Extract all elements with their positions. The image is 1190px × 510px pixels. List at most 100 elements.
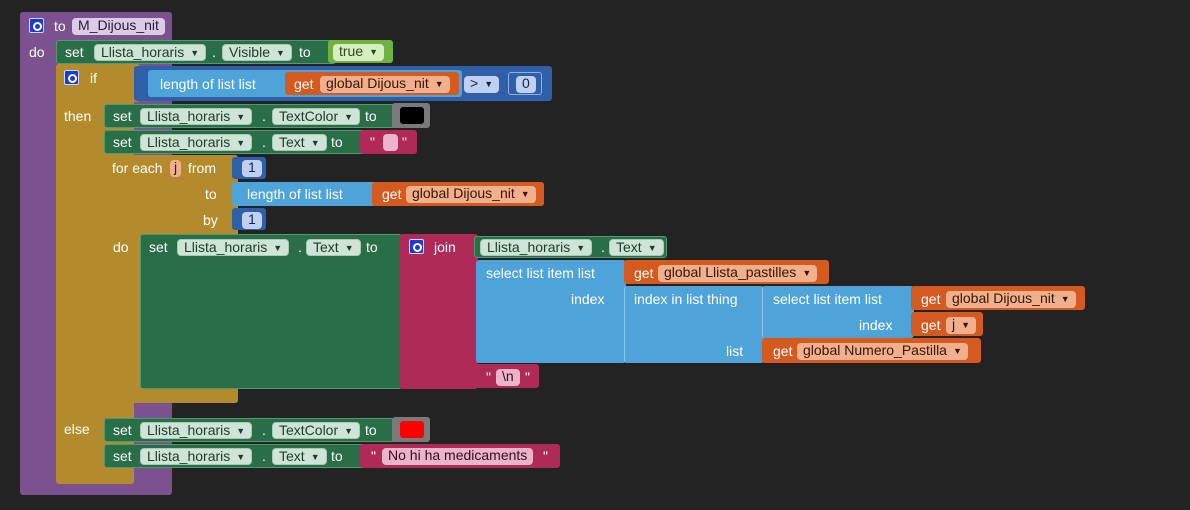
variable-dropdown[interactable]: global Llista_pastilles ▼ <box>658 265 818 282</box>
chevron-down-icon: ▼ <box>576 242 586 253</box>
mutator-gear-icon[interactable] <box>29 18 44 33</box>
chevron-down-icon: ▼ <box>310 137 320 148</box>
join-block[interactable] <box>400 234 478 389</box>
variable-dropdown[interactable]: j ▼ <box>946 317 977 334</box>
index-label: index <box>859 317 893 333</box>
dot-label: . <box>262 134 266 150</box>
variable-name: global Dijous_nit <box>326 75 429 91</box>
then-label: then <box>64 108 92 124</box>
empty-text-field[interactable] <box>383 134 398 151</box>
set-text-join-block[interactable] <box>140 234 402 389</box>
index-label: index <box>571 291 605 307</box>
variable-dropdown[interactable]: global Dijous_nit ▼ <box>946 291 1076 308</box>
proc-do-label: do <box>29 44 45 60</box>
chevron-down-icon: ▼ <box>276 47 285 58</box>
list-label: list <box>726 343 744 359</box>
chevron-down-icon: ▼ <box>520 188 530 199</box>
chevron-down-icon: ▼ <box>344 425 354 436</box>
get-label: get <box>773 343 793 359</box>
select-list-item-label: select list item list <box>773 291 882 307</box>
component-name: Llista_horaris <box>184 239 268 255</box>
to-label: to <box>331 134 343 150</box>
set-label: set <box>65 44 84 60</box>
quote-open: " <box>486 369 491 385</box>
property-name: Visible <box>229 44 270 60</box>
to-label: to <box>331 448 343 464</box>
index-in-list-label: index in list thing <box>634 291 738 307</box>
length-of-list-label: length of list list <box>247 186 343 202</box>
property-dropdown[interactable]: Visible ▼ <box>222 44 292 61</box>
if-label: if <box>90 70 97 86</box>
to-label: to <box>366 239 378 255</box>
component-dropdown[interactable]: Llista_horaris ▼ <box>177 239 290 256</box>
quote-close: " <box>402 134 407 150</box>
color-swatch-black[interactable] <box>400 107 424 124</box>
variable-name: global Dijous_nit <box>412 185 515 201</box>
component-dropdown[interactable]: Llista_horaris ▼ <box>140 108 253 125</box>
quote-open: " <box>370 134 375 150</box>
component-dropdown[interactable]: Llista_horaris ▼ <box>140 422 253 439</box>
property-dropdown[interactable]: Text ▼ <box>306 239 361 256</box>
length-of-list-label: length of list list <box>160 76 256 92</box>
true-dropdown[interactable]: true ▼ <box>333 44 385 61</box>
operator-dropdown[interactable]: > ▼ <box>464 75 500 93</box>
index-in-list-block[interactable] <box>624 286 764 363</box>
no-med-text-field[interactable]: No hi ha medicaments <box>382 448 534 465</box>
component-name: Llista_horaris <box>487 239 571 255</box>
property-name: TextColor <box>279 108 339 124</box>
property-dropdown[interactable]: Text ▼ <box>609 239 664 256</box>
color-swatch-red[interactable] <box>400 421 424 438</box>
from-number-field[interactable]: 1 <box>242 160 262 177</box>
loop-var-field[interactable]: j <box>170 160 182 177</box>
chevron-down-icon: ▼ <box>236 137 246 148</box>
variable-dropdown[interactable]: global Dijous_nit ▼ <box>320 76 450 93</box>
quote-close: " <box>525 369 530 385</box>
chevron-down-icon: ▼ <box>434 78 444 89</box>
dot-label: . <box>298 239 302 255</box>
number-field[interactable]: 0 <box>516 76 536 93</box>
chevron-down-icon: ▼ <box>369 46 379 57</box>
component-dropdown[interactable]: Llista_horaris ▼ <box>480 239 593 256</box>
chevron-down-icon: ▼ <box>236 111 246 122</box>
chevron-down-icon: ▼ <box>647 242 657 253</box>
select-list-item-block[interactable] <box>476 260 626 363</box>
select-list-item-label: select list item list <box>486 265 595 281</box>
property-name: Text <box>279 134 305 150</box>
component-dropdown[interactable]: Llista_horaris ▼ <box>94 44 207 61</box>
set-label: set <box>149 239 168 255</box>
property-dropdown[interactable]: Text ▼ <box>272 448 327 465</box>
operator-value: > <box>470 75 479 91</box>
by-label: by <box>203 212 218 228</box>
set-label: set <box>113 108 132 124</box>
component-dropdown[interactable]: Llista_horaris ▼ <box>140 134 253 151</box>
variable-dropdown[interactable]: global Numero_Pastilla ▼ <box>797 343 968 360</box>
property-dropdown[interactable]: Text ▼ <box>272 134 327 151</box>
property-dropdown[interactable]: TextColor ▼ <box>272 422 361 439</box>
property-name: Text <box>279 448 305 464</box>
to-label: to <box>299 44 311 60</box>
newline-text-field[interactable]: \n <box>496 369 520 386</box>
proc-name-field[interactable]: M_Dijous_nit <box>72 18 165 35</box>
component-name: Llista_horaris <box>147 108 231 124</box>
get-label: get <box>921 317 941 333</box>
join-label: join <box>434 239 456 255</box>
for-range-bottom[interactable] <box>104 390 238 403</box>
component-name: Llista_horaris <box>101 44 185 60</box>
proc-to-label: to <box>54 18 66 34</box>
by-number-field[interactable]: 1 <box>242 212 262 229</box>
mutator-gear-icon[interactable] <box>64 70 79 85</box>
chevron-down-icon: ▼ <box>236 451 246 462</box>
chevron-down-icon: ▼ <box>344 111 354 122</box>
for-each-label: for each <box>112 160 163 176</box>
component-dropdown[interactable]: Llista_horaris ▼ <box>140 448 253 465</box>
to-label: to <box>205 186 217 202</box>
mutator-gear-icon[interactable] <box>409 239 424 254</box>
variable-dropdown[interactable]: global Dijous_nit ▼ <box>406 186 536 203</box>
select-list-item-inner-block[interactable] <box>762 286 914 338</box>
set-label: set <box>113 448 132 464</box>
get-label: get <box>921 291 941 307</box>
chevron-down-icon: ▼ <box>961 319 971 330</box>
property-dropdown[interactable]: TextColor ▼ <box>272 108 361 125</box>
chevron-down-icon: ▼ <box>190 47 200 58</box>
chevron-down-icon: ▼ <box>1060 293 1070 304</box>
